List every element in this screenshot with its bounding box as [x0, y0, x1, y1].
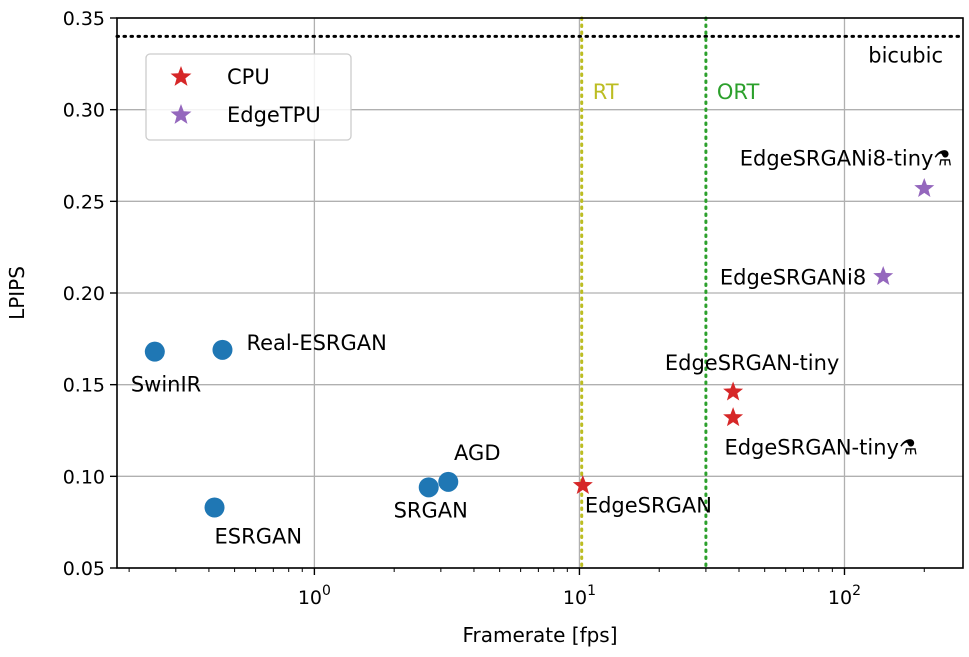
y-tick-label: 0.15 [63, 375, 105, 397]
label-edgesrgan: EdgeSRGAN [585, 494, 712, 518]
y-axis-ticks: 0.05 0.10 0.15 0.20 0.25 0.30 0.35 [63, 8, 117, 580]
data-points [144, 178, 935, 518]
reference-lines: bicubic RT ORT [115, 16, 965, 570]
label-esrgan: ESRGAN [215, 525, 303, 549]
label-edgesrgani8: EdgeSRGANi8 [720, 266, 866, 290]
ort-label: ORT [717, 80, 760, 104]
label-edgesrgan-tiny-distilled: EdgeSRGAN-tiny⚗ [724, 436, 917, 460]
y-tick-label: 0.30 [63, 100, 105, 122]
legend-box [145, 53, 352, 141]
point-edgesrgani8 [873, 266, 894, 285]
x-tick-label: 101 [563, 583, 596, 609]
label-edgesrgani8-tiny-distilled: EdgeSRGANi8-tiny⚗ [740, 147, 953, 171]
x-tick-label: 102 [828, 583, 861, 609]
y-axis-label: LPIPS [5, 266, 29, 320]
label-edgesrgan-tiny: EdgeSRGAN-tiny [665, 351, 840, 375]
label-swinir: SwinIR [131, 373, 201, 397]
x-tick-exponent: 2 [852, 583, 861, 599]
x-tick-base: 10 [563, 587, 587, 609]
point-edgesrgan-tiny [723, 381, 744, 401]
point-swinir [144, 341, 165, 362]
point-real-esrgan [212, 339, 233, 360]
legend: CPU EdgeTPU [145, 53, 352, 141]
legend-label-cpu: CPU [227, 65, 270, 89]
point-agd [438, 471, 459, 492]
label-srgan: SRGAN [394, 498, 468, 522]
label-real-esrgan: Real-ESRGAN [246, 331, 386, 355]
y-tick-label: 0.35 [63, 8, 105, 30]
legend-marker-cpu [170, 66, 192, 86]
rt-label: RT [593, 80, 619, 104]
x-tick-exponent: 0 [322, 583, 331, 599]
y-tick-label: 0.20 [63, 283, 105, 305]
y-tick-label: 0.05 [63, 558, 105, 580]
point-edgesrgan [572, 475, 593, 494]
x-tick-base: 10 [298, 587, 322, 609]
y-tick-label: 0.25 [63, 191, 105, 213]
legend-marker-edgetpu [170, 104, 192, 124]
y-tick-label: 0.10 [63, 466, 105, 488]
label-agd: AGD [454, 441, 500, 465]
point-edgesrgani8-tiny-distilled [914, 178, 935, 197]
x-tick-base: 10 [828, 587, 852, 609]
x-tick-label: 100 [298, 583, 331, 609]
point-esrgan [204, 497, 225, 518]
point-edgesrgan-tiny-distilled [723, 407, 744, 427]
bicubic-label: bicubic [868, 43, 943, 67]
point-srgan [418, 477, 439, 498]
x-axis-ticks: 100 101 102 [128, 568, 925, 609]
legend-label-edgetpu: EdgeTPU [227, 103, 321, 127]
x-tick-exponent: 1 [587, 583, 596, 599]
point-labels: SwinIR Real-ESRGAN ESRGAN SRGAN AGD EdgeSRGAN… [131, 147, 952, 549]
x-axis-label: Framerate [fps] [462, 623, 617, 647]
